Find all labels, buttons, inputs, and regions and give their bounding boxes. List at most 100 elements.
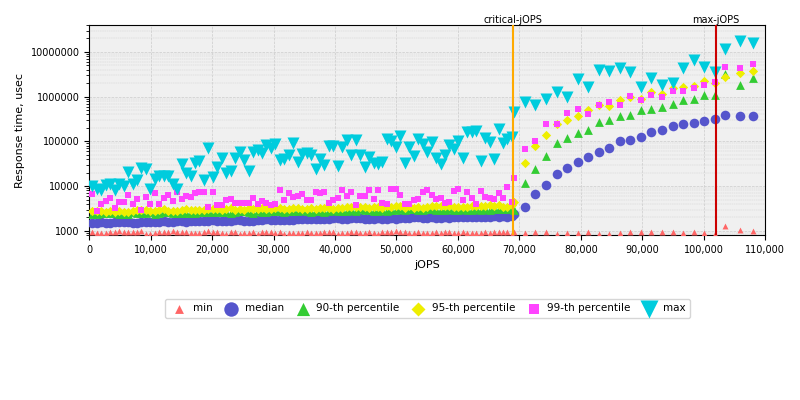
- 99-th percentile: [139, 194, 152, 200]
- median: [385, 215, 398, 221]
- 90-th percentile: [162, 209, 174, 216]
- 95-th percentile: [300, 206, 313, 212]
- median: [376, 216, 389, 222]
- min: [376, 229, 389, 235]
- min: [687, 228, 700, 235]
- median: [193, 218, 206, 224]
- 90-th percentile: [708, 92, 721, 98]
- median: [229, 217, 242, 223]
- median: [372, 214, 385, 221]
- 99-th percentile: [518, 146, 531, 152]
- 95-th percentile: [457, 204, 470, 210]
- 95-th percentile: [184, 207, 197, 213]
- min: [296, 230, 309, 236]
- max: [193, 158, 206, 164]
- median: [242, 218, 255, 224]
- median: [300, 216, 313, 222]
- 95-th percentile: [540, 132, 553, 138]
- 90-th percentile: [340, 208, 353, 214]
- 99-th percentile: [234, 200, 246, 206]
- 90-th percentile: [265, 208, 278, 214]
- 99-th percentile: [278, 197, 290, 203]
- 90-th percentile: [434, 207, 447, 214]
- min: [162, 228, 174, 235]
- max: [645, 74, 658, 81]
- max: [260, 142, 273, 148]
- max: [506, 134, 518, 140]
- 99-th percentile: [350, 202, 362, 208]
- median: [309, 216, 322, 222]
- min: [466, 230, 478, 236]
- median: [561, 165, 574, 171]
- max: [117, 183, 130, 189]
- max: [238, 157, 250, 163]
- max: [198, 176, 210, 183]
- 99-th percentile: [327, 197, 340, 204]
- median: [381, 215, 394, 222]
- median: [550, 171, 563, 177]
- min: [269, 230, 282, 236]
- 90-th percentile: [687, 96, 700, 103]
- 99-th percentile: [238, 200, 250, 206]
- max: [255, 150, 268, 156]
- median: [265, 217, 278, 224]
- median: [296, 216, 309, 222]
- 95-th percentile: [215, 206, 228, 213]
- 90-th percentile: [403, 206, 416, 212]
- 90-th percentile: [193, 209, 206, 216]
- median: [518, 204, 531, 210]
- median: [438, 214, 451, 221]
- 99-th percentile: [318, 189, 331, 195]
- 99-th percentile: [135, 206, 148, 213]
- min: [718, 223, 731, 229]
- min: [345, 228, 358, 235]
- 99-th percentile: [398, 201, 411, 208]
- 99-th percentile: [470, 201, 482, 207]
- median: [113, 219, 126, 226]
- median: [345, 215, 358, 222]
- 99-th percentile: [367, 196, 380, 203]
- 90-th percentile: [153, 209, 166, 216]
- median: [278, 217, 290, 224]
- median: [234, 217, 246, 224]
- max: [508, 108, 521, 115]
- 90-th percentile: [149, 210, 162, 217]
- median: [457, 214, 470, 220]
- 95-th percentile: [126, 207, 139, 214]
- 95-th percentile: [99, 209, 112, 215]
- 95-th percentile: [403, 203, 416, 210]
- 99-th percentile: [282, 190, 295, 196]
- 99-th percentile: [260, 200, 273, 206]
- 90-th percentile: [126, 209, 139, 216]
- 99-th percentile: [166, 198, 179, 204]
- 99-th percentile: [708, 79, 721, 85]
- max: [614, 65, 626, 71]
- min: [358, 230, 371, 236]
- max: [354, 152, 366, 159]
- 99-th percentile: [215, 202, 228, 209]
- min: [149, 230, 162, 236]
- 99-th percentile: [336, 186, 349, 193]
- min: [246, 229, 259, 236]
- 90-th percentile: [376, 206, 389, 213]
- max: [126, 181, 139, 188]
- min: [238, 230, 250, 236]
- max: [603, 68, 616, 74]
- min: [624, 229, 637, 235]
- min: [215, 230, 228, 237]
- 99-th percentile: [592, 101, 605, 108]
- 90-th percentile: [296, 207, 309, 214]
- 99-th percentile: [314, 190, 326, 196]
- median: [398, 215, 411, 221]
- 99-th percentile: [345, 188, 358, 195]
- 95-th percentile: [86, 208, 98, 214]
- median: [624, 137, 637, 143]
- 95-th percentile: [529, 143, 542, 150]
- 90-th percentile: [624, 112, 637, 118]
- max: [443, 142, 456, 148]
- 99-th percentile: [251, 201, 264, 207]
- min: [166, 228, 179, 235]
- min: [474, 230, 487, 236]
- 90-th percentile: [175, 210, 188, 216]
- median: [603, 145, 616, 151]
